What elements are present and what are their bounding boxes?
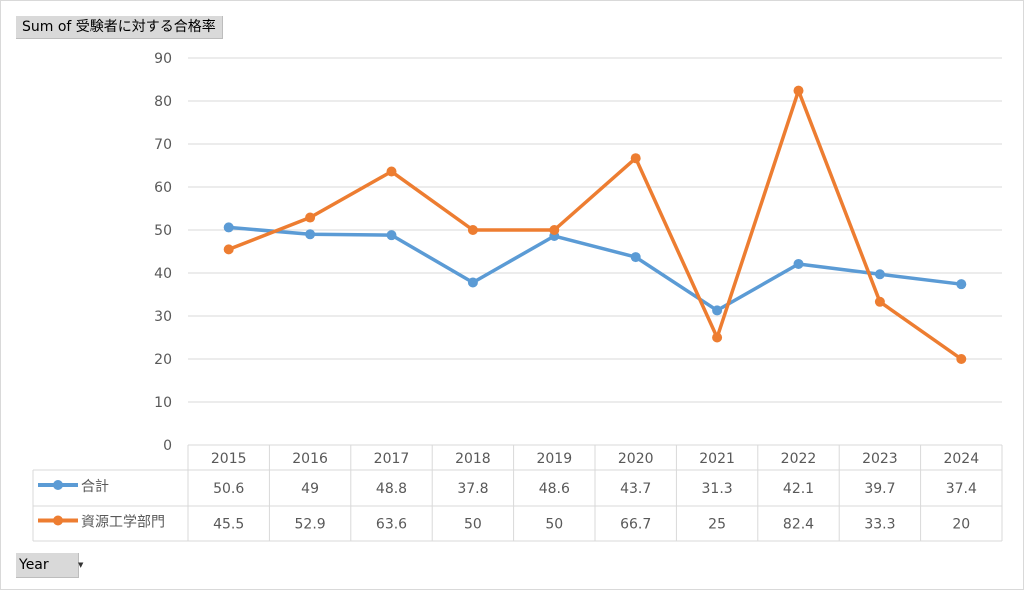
data-table-value: 45.5 [213,517,244,533]
data-table-value: 63.6 [376,517,407,533]
x-tick-label: 2015 [211,451,247,467]
y-tick-label: 30 [154,309,172,325]
y-tick-label: 90 [154,51,172,67]
legend-series-name: 合計 [81,479,109,495]
data-table-value: 42.1 [783,481,814,497]
data-table-value: 48.6 [539,481,570,497]
y-tick-label: 50 [154,223,172,239]
y-tick-label: 40 [154,266,172,282]
data-point [712,305,723,316]
y-tick-label: 20 [154,352,172,368]
data-point [223,222,234,233]
data-table-value: 43.7 [620,481,651,497]
data-point [386,166,397,177]
data-point [305,212,316,223]
data-point [467,277,478,288]
y-axis-ticks: 0 10 20 30 40 50 60 70 80 90 [154,51,172,454]
y-tick-label: 60 [154,180,172,196]
data-point [793,85,804,96]
x-tick-label: 2017 [374,451,410,467]
series-line [226,225,964,313]
x-tick-label: 2019 [536,451,572,467]
y-tick-label: 0 [163,438,172,454]
data-point [630,252,641,263]
data-table-value: 50 [464,517,482,533]
data-table-value: 50 [545,517,563,533]
y-tick-label: 10 [154,395,172,411]
x-tick-label: 2024 [943,451,979,467]
data-table-value: 82.4 [783,517,814,533]
series-lines [223,85,967,364]
gridlines [188,57,1002,403]
data-table-value: 37.4 [946,481,977,497]
data-point [956,354,967,364]
legend-series-name: 資源工学部門 [81,515,165,531]
year-field-label: Year [19,557,49,573]
data-point [223,244,234,255]
x-tick-label: 2023 [862,451,898,467]
data-table-value: 31.3 [702,481,733,497]
legend-marker-key [53,515,63,526]
data-point [956,279,967,290]
data-table-value: 25 [708,517,726,533]
data-point [874,296,885,307]
y-tick-label: 70 [154,137,172,153]
x-tick-label: 2018 [455,451,491,467]
data-table-value: 39.7 [864,481,895,497]
data-point [305,229,316,240]
data-table-value: 66.7 [620,517,651,533]
data-table: 2015 2016 2017 2018 2019 2020 2021 2022 2023 2024… [32,444,1003,542]
data-table-value: 33.3 [864,517,895,533]
data-point [630,153,641,164]
x-tick-label: 2022 [781,451,817,467]
data-point [874,269,885,280]
pivot-field-button[interactable]: Sum of 受験者に対する合格率 [16,16,223,39]
x-tick-label: 2020 [618,451,654,467]
data-point [386,230,397,241]
x-tick-label: 2016 [292,451,328,467]
data-table-value: 49 [301,481,319,497]
data-point [549,225,560,235]
data-table-value: 50.6 [213,481,244,497]
data-table-value: 37.8 [457,481,488,497]
data-point [712,332,723,343]
y-tick-label: 80 [154,94,172,110]
series-line [226,88,964,361]
data-table-value: 52.9 [295,517,326,533]
data-table-value: 20 [952,517,970,533]
x-tick-label: 2021 [699,451,735,467]
data-point [467,225,478,235]
year-axis-field-button[interactable]: Year ▼ [16,553,83,578]
dropdown-arrow-icon: ▼ [78,561,84,569]
data-table-value: 48.8 [376,481,407,497]
legend-marker-key [53,480,63,490]
data-point [793,258,804,269]
